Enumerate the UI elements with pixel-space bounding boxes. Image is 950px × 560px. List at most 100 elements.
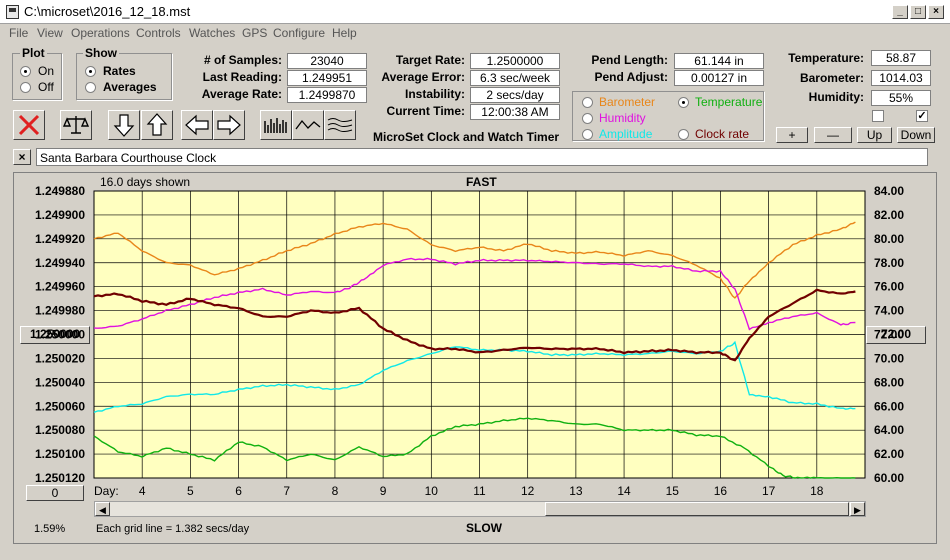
x-tick: 10	[425, 484, 439, 498]
checkbox-left[interactable]	[872, 110, 884, 122]
show-rates-label: Rates	[103, 64, 136, 78]
maximize-button[interactable]: □	[910, 5, 926, 19]
bar-chart-icon	[264, 118, 287, 133]
x-tick: 15	[666, 484, 680, 498]
clear-clock-button[interactable]: ×	[13, 149, 31, 165]
move-down-button[interactable]	[108, 110, 140, 140]
red-x-icon	[18, 114, 40, 136]
clock-rate-radio[interactable]	[678, 129, 689, 140]
plus-button[interactable]: +	[776, 127, 808, 143]
move-up-button[interactable]	[141, 110, 173, 140]
y-right-tick: 78.00	[874, 256, 904, 270]
scroll-right-arrow[interactable]: ▶	[850, 502, 865, 516]
down-button[interactable]: Down	[897, 127, 935, 143]
balance-scale-icon	[62, 116, 90, 134]
plot-group-label: Plot	[20, 46, 47, 60]
day-axis-label: Day:	[94, 484, 119, 498]
average-rate-label: Average Rate:	[201, 87, 282, 101]
temperature-label: Temperature	[695, 95, 763, 109]
amplitude-radio[interactable]	[582, 129, 593, 140]
pend-adjust-label: Pend Adjust:	[594, 70, 668, 84]
stop-button[interactable]	[13, 110, 45, 140]
y-right-tick: 60.00	[874, 471, 904, 485]
line-view-button[interactable]	[292, 110, 324, 140]
y-left-tick: 1.250040	[35, 375, 85, 389]
series-amplitude	[93, 340, 856, 413]
current-time-label: Current Time:	[386, 104, 465, 118]
show-averages-radio[interactable]	[85, 82, 96, 93]
wave-view-button[interactable]	[324, 110, 356, 140]
app-subtitle: MicroSet Clock and Watch Timer	[373, 130, 560, 144]
y-right-tick: 66.00	[874, 399, 904, 413]
title-bar: C:\microset\2016_12_18.mst _ □ ×	[0, 0, 950, 24]
x-tick: 14	[617, 484, 631, 498]
arrow-down-icon	[113, 114, 135, 137]
center-right-button[interactable]: 72.00	[866, 326, 926, 344]
scroll-right-button[interactable]	[213, 110, 245, 140]
window-title: C:\microset\2016_12_18.mst	[24, 4, 191, 19]
menu-file[interactable]: File	[9, 26, 29, 40]
plot-on-radio[interactable]	[20, 66, 31, 77]
slow-label: SLOW	[466, 521, 502, 535]
offset-button[interactable]: 0	[26, 485, 84, 501]
humidity-stat-label: Humidity:	[808, 90, 864, 104]
y-left-tick: 1.250080	[35, 423, 85, 437]
wave-icon	[327, 118, 353, 132]
up-button[interactable]: Up	[857, 127, 892, 143]
target-rate-field[interactable]: 1.2500000	[470, 53, 560, 69]
chart-panel	[13, 172, 937, 544]
menu-configure[interactable]: Configure	[273, 26, 326, 40]
balance-button[interactable]	[60, 110, 92, 140]
menu-bar: File View Operations Controls Watches GP…	[0, 24, 950, 42]
barometer-radio[interactable]	[582, 97, 593, 108]
show-group-label: Show	[83, 46, 119, 60]
y-left-tick: 1.249960	[35, 280, 85, 294]
last-reading-field: 1.249951	[287, 70, 367, 86]
plot-off-radio[interactable]	[20, 82, 31, 93]
y-right-tick: 84.00	[874, 184, 904, 198]
temperature-stat-label: Temperature:	[788, 51, 864, 65]
clock-name-input[interactable]: Santa Barbara Courthouse Clock	[36, 148, 928, 166]
y-left-tick: 1.250020	[35, 351, 85, 365]
x-tick: 8	[332, 484, 339, 498]
minus-button[interactable]: —	[814, 127, 852, 143]
scroll-left-arrow[interactable]: ◀	[95, 502, 110, 516]
amplitude-label: Amplitude	[599, 127, 653, 141]
temperature-stat-field: 58.87	[871, 50, 931, 66]
menu-view[interactable]: View	[37, 26, 63, 40]
days-shown-label: 16.0 days shown	[100, 175, 191, 189]
humidity-stat-field: 55%	[871, 90, 931, 106]
instability-label: Instability:	[404, 87, 465, 101]
y-left-tick: 1.249880	[35, 184, 85, 198]
menu-watches[interactable]: Watches	[189, 26, 236, 40]
menu-gps[interactable]: GPS	[242, 26, 268, 40]
plot-off-label: Off	[38, 80, 54, 94]
pend-adjust-field: 0.00127 in	[674, 70, 764, 86]
checkbox-right[interactable]: ✓	[916, 110, 928, 122]
arrow-up-icon	[146, 113, 168, 136]
bars-view-button[interactable]	[260, 110, 292, 140]
app-icon	[6, 5, 19, 19]
menu-controls[interactable]: Controls	[136, 26, 181, 40]
show-rates-radio[interactable]	[85, 66, 96, 77]
menu-operations[interactable]: Operations	[71, 26, 130, 40]
barometer-stat-label: Barometer:	[799, 71, 864, 85]
close-button[interactable]: ×	[928, 5, 944, 19]
chart-scrollbar[interactable]: ◀ ▶	[94, 501, 866, 517]
fast-label: FAST	[466, 175, 497, 189]
minimize-button[interactable]: _	[892, 5, 908, 19]
scroll-left-button[interactable]	[181, 110, 213, 140]
x-tick: 12	[521, 484, 535, 498]
current-time-field: 12:00:38 AM	[470, 104, 560, 120]
pend-length-label: Pend Length:	[591, 53, 668, 67]
humidity-radio[interactable]	[582, 113, 593, 124]
instability-field: 2 secs/day	[470, 87, 560, 103]
show-group	[76, 53, 172, 100]
arrow-left-icon	[185, 114, 209, 136]
series-rate	[93, 288, 856, 362]
scroll-thumb[interactable]	[545, 502, 849, 516]
temperature-radio[interactable]	[678, 97, 689, 108]
menu-help[interactable]: Help	[332, 26, 357, 40]
y-right-tick: 72.00	[874, 328, 904, 342]
center-left-button[interactable]: 1.250000	[20, 326, 90, 344]
